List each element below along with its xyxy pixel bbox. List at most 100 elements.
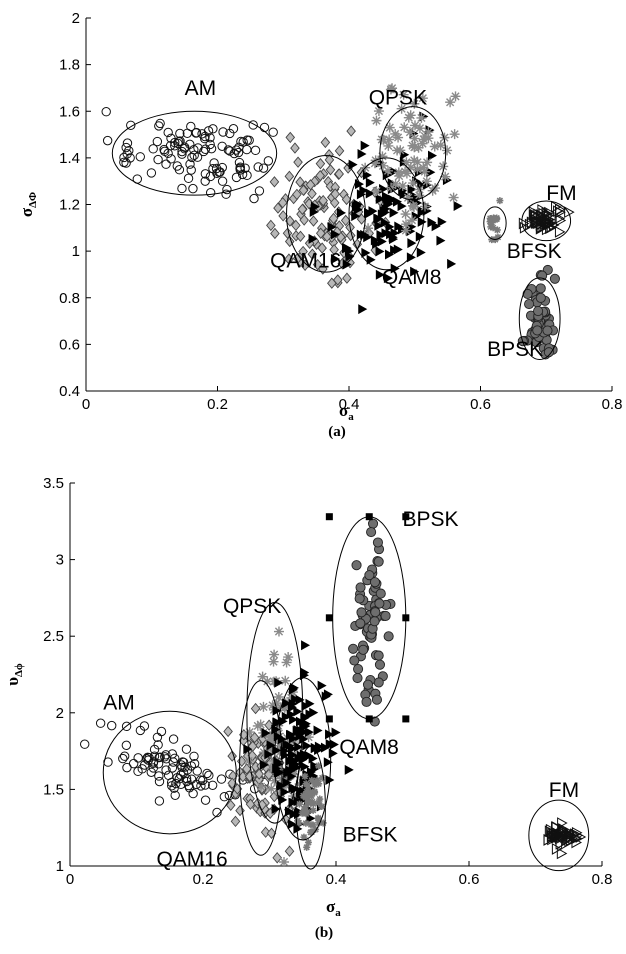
point [293,706,303,717]
point [152,136,163,147]
point [177,183,187,194]
point [551,828,563,841]
point [269,176,280,188]
point [262,676,273,687]
point [268,127,278,137]
point [400,209,411,220]
point [367,518,379,529]
point [388,194,398,205]
point [406,252,416,263]
point [378,134,389,145]
point [555,837,567,850]
y-tick-label: 1 [72,243,80,260]
point [315,157,326,170]
point [146,168,157,178]
point [118,753,128,764]
point [380,610,391,621]
point [307,187,317,200]
cluster-ellipse [246,601,304,824]
point [312,825,320,833]
point [305,698,315,709]
point [374,220,384,231]
point [348,643,359,654]
point [275,740,286,751]
point [306,788,314,796]
bounding-marker [402,715,410,723]
point [419,201,430,212]
point [439,132,450,143]
point [308,776,316,784]
point [407,238,417,249]
point [322,230,332,243]
point [524,218,536,231]
point [397,180,408,191]
point [241,763,252,775]
point [375,193,385,204]
point [301,721,311,732]
point [259,122,270,133]
point [518,217,530,230]
point [185,159,195,169]
point [543,347,554,358]
point [216,774,227,784]
point [543,833,555,846]
y-tick-label: 1.6 [59,103,80,120]
point [533,208,544,221]
point [436,235,446,246]
point [384,199,394,210]
point [536,221,548,233]
series-bfsk [294,762,327,851]
point [575,831,587,843]
point [174,774,184,784]
point [295,694,305,705]
point [189,751,199,761]
point [176,779,186,789]
point [409,120,420,131]
point [344,764,354,775]
point [272,852,282,864]
point [121,142,131,153]
point [80,739,90,749]
point [408,178,419,189]
point [101,107,111,117]
point [204,770,214,781]
cluster-label: BFSK [343,823,398,846]
point [128,758,139,769]
point [555,214,567,227]
point [307,799,315,807]
point [263,156,274,166]
point [121,740,132,751]
point [363,223,374,234]
point [355,582,366,593]
point [533,306,544,317]
point [399,122,410,133]
point [405,110,416,121]
point [535,292,546,303]
point [303,808,311,816]
point [154,771,164,781]
cluster-label: FM [549,779,579,802]
point [364,208,374,219]
point [277,197,288,209]
point [274,747,285,758]
point [297,203,308,215]
point [342,272,352,284]
point [407,140,418,151]
point [429,141,440,152]
point [186,774,197,784]
y-axis-label: σΔΦ [17,192,39,217]
point [159,144,169,155]
point [389,234,399,245]
point [107,720,117,731]
point [143,752,153,763]
point [174,165,185,175]
point [321,742,331,753]
point [553,205,564,217]
point [530,208,541,221]
point [270,227,280,240]
point [354,179,364,190]
point [354,593,365,604]
point [378,160,389,171]
point [240,163,250,173]
point [524,299,535,310]
